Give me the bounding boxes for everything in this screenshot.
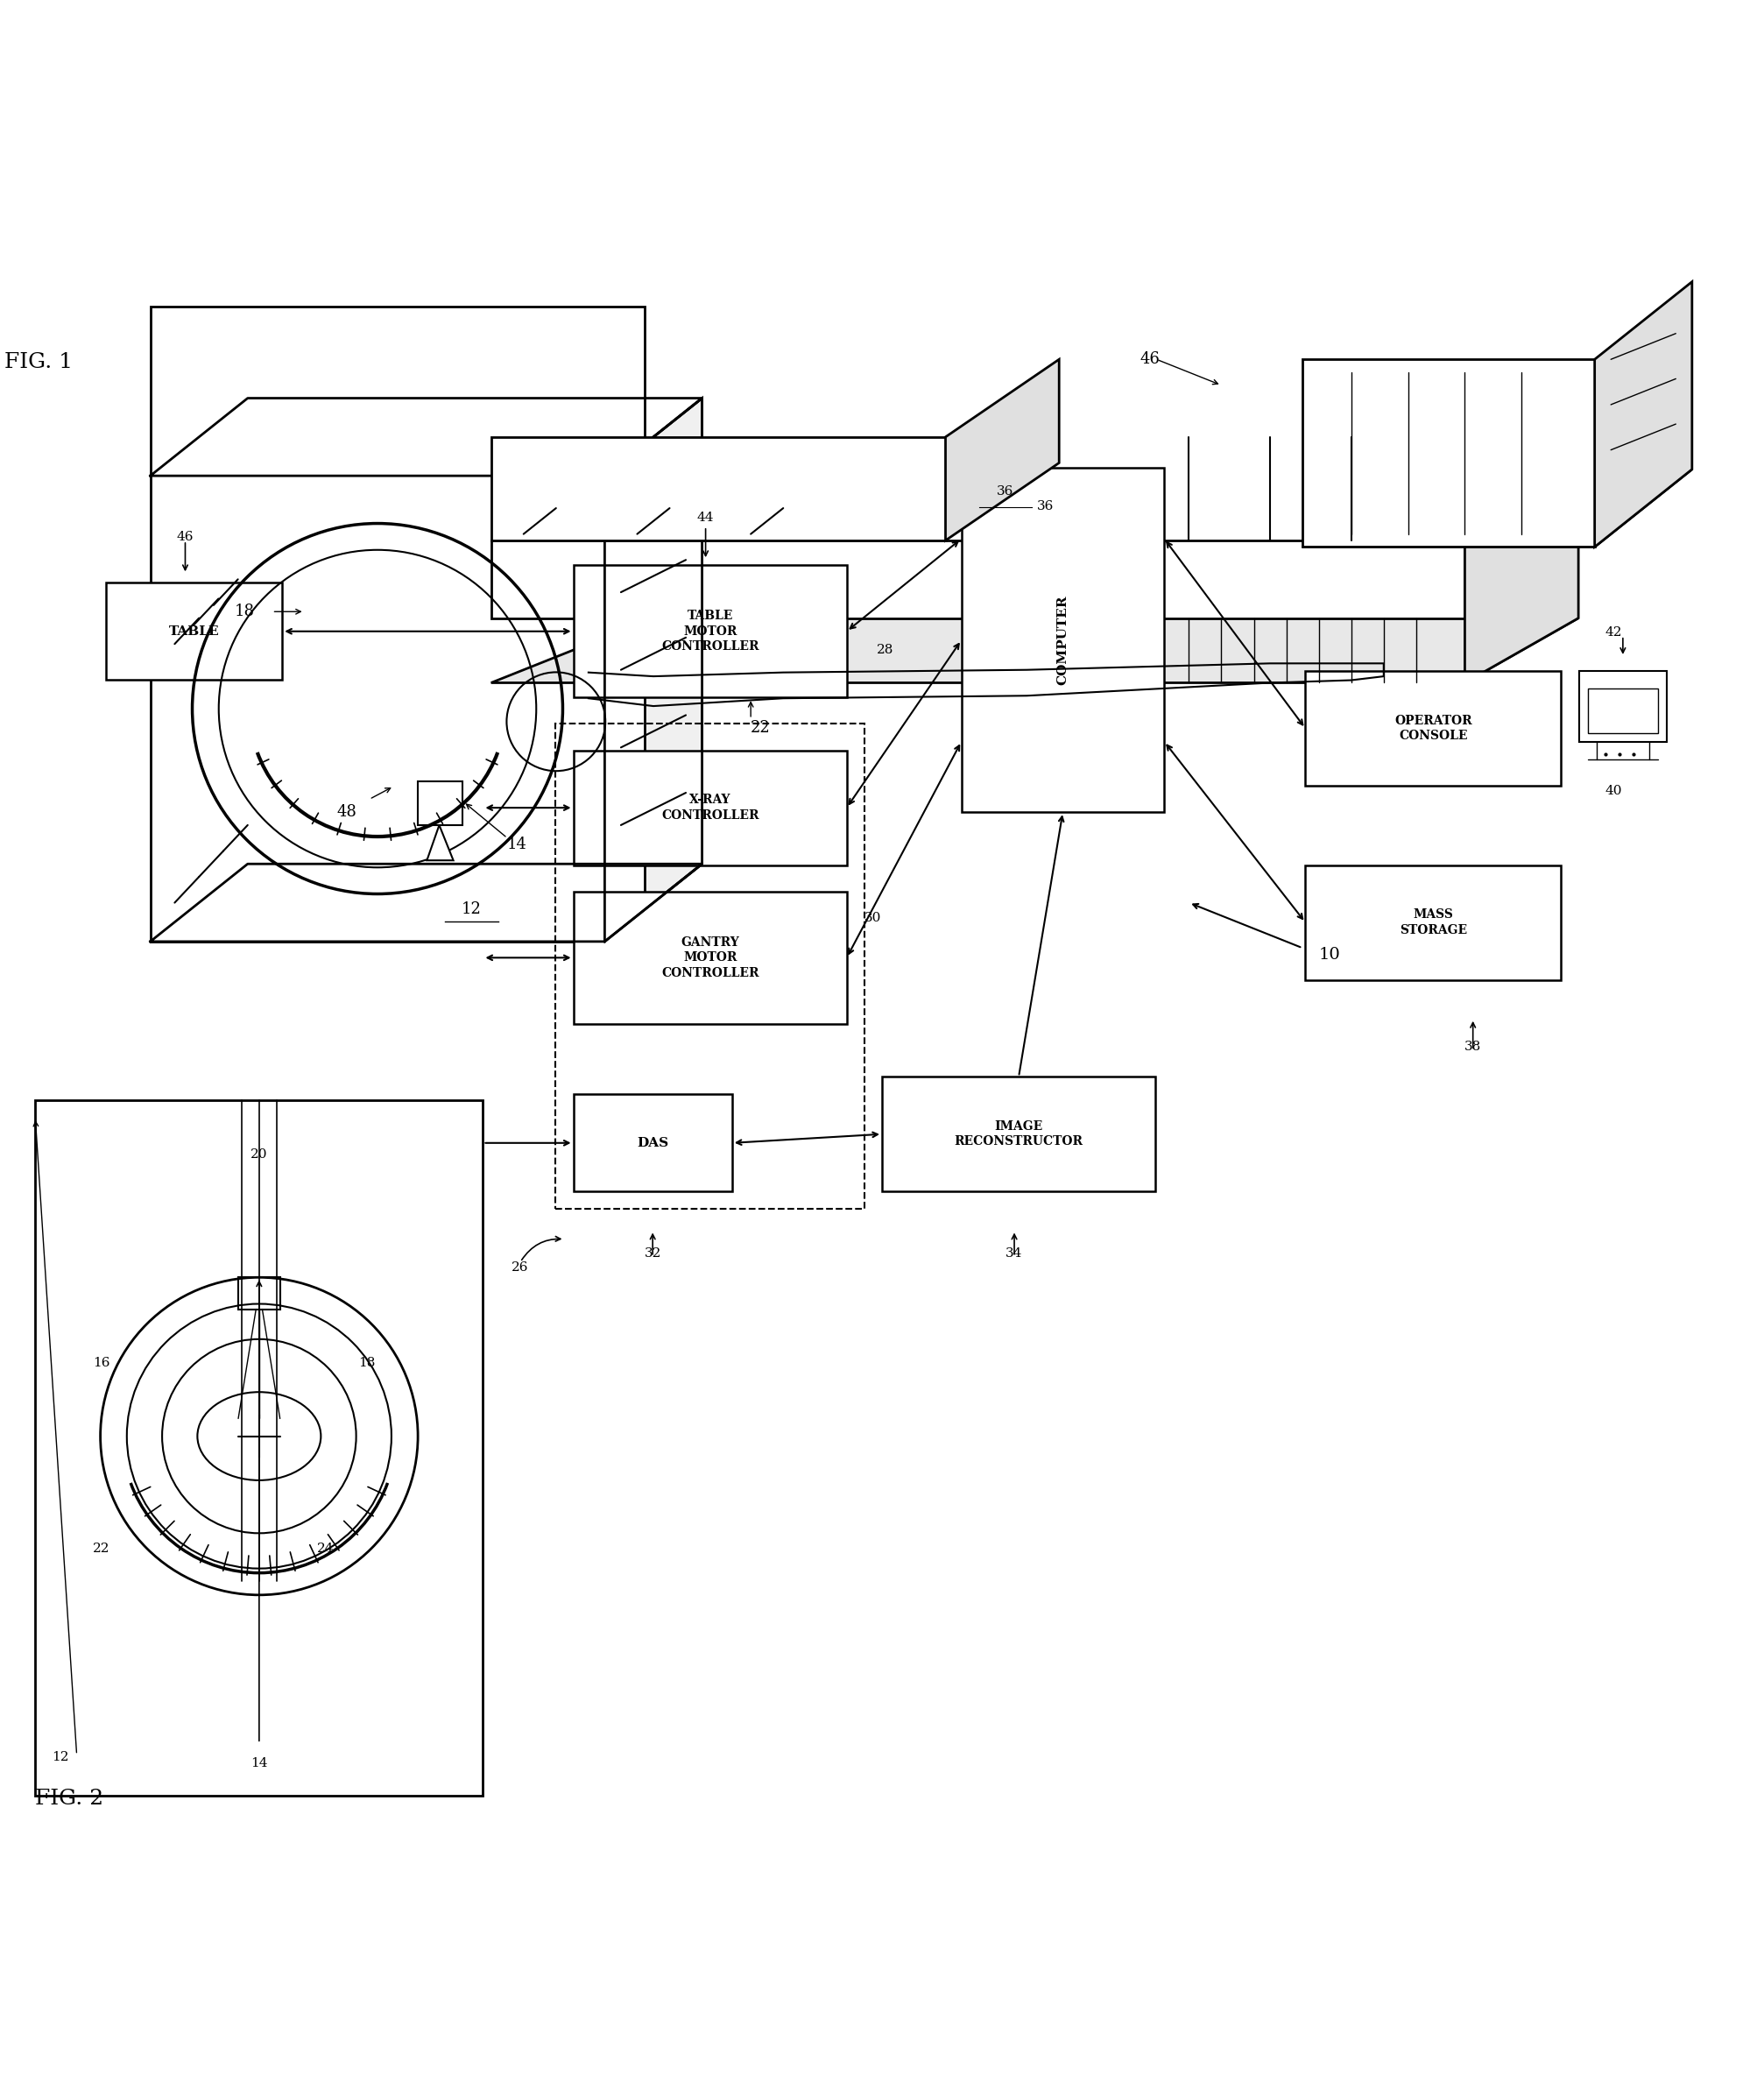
- Polygon shape: [1595, 281, 1692, 548]
- Polygon shape: [490, 437, 946, 539]
- Bar: [573, 564, 847, 698]
- Text: 10: 10: [1319, 946, 1341, 962]
- Text: 24: 24: [318, 1544, 333, 1554]
- Text: 12: 12: [51, 1752, 69, 1764]
- Text: 46: 46: [176, 531, 194, 544]
- Bar: [1305, 671, 1561, 785]
- Text: 30: 30: [864, 912, 882, 925]
- Text: 26: 26: [512, 1260, 529, 1273]
- Polygon shape: [490, 539, 1464, 619]
- Bar: [573, 750, 847, 864]
- Polygon shape: [1302, 360, 1595, 548]
- Polygon shape: [1302, 469, 1692, 548]
- Text: TABLE: TABLE: [169, 625, 219, 637]
- Bar: [961, 469, 1164, 812]
- Bar: [556, 725, 864, 1208]
- Bar: [238, 1277, 280, 1308]
- Bar: [150, 306, 644, 942]
- Text: 22: 22: [751, 721, 771, 735]
- Text: IMAGE
RECONSTRUCTOR: IMAGE RECONSTRUCTOR: [954, 1121, 1083, 1148]
- Text: 18: 18: [358, 1356, 376, 1369]
- Bar: [418, 781, 462, 825]
- Text: 38: 38: [1464, 1042, 1482, 1052]
- Bar: [882, 1077, 1155, 1191]
- Text: FIG. 2: FIG. 2: [35, 1789, 104, 1808]
- Text: 36: 36: [997, 485, 1014, 498]
- Polygon shape: [946, 360, 1058, 539]
- Polygon shape: [490, 619, 1579, 683]
- Text: 42: 42: [1605, 627, 1623, 637]
- Text: TABLE
MOTOR
CONTROLLER: TABLE MOTOR CONTROLLER: [662, 610, 759, 652]
- Bar: [573, 892, 847, 1025]
- Text: 18: 18: [235, 604, 254, 619]
- Text: 40: 40: [1605, 785, 1623, 798]
- Text: 14: 14: [250, 1756, 268, 1768]
- Text: FIG. 1: FIG. 1: [4, 352, 72, 373]
- Text: 36: 36: [1037, 500, 1053, 512]
- Text: 14: 14: [508, 837, 527, 852]
- Text: 44: 44: [697, 512, 714, 523]
- Polygon shape: [1464, 539, 1579, 683]
- Text: 22: 22: [93, 1544, 109, 1554]
- Text: GANTRY
MOTOR
CONTROLLER: GANTRY MOTOR CONTROLLER: [662, 937, 759, 979]
- Text: MASS
STORAGE: MASS STORAGE: [1399, 908, 1468, 935]
- Bar: [1588, 689, 1658, 733]
- Text: 28: 28: [877, 644, 894, 656]
- Text: COMPUTER: COMPUTER: [1057, 596, 1069, 685]
- Bar: [106, 583, 282, 679]
- Polygon shape: [605, 398, 702, 942]
- Text: 12: 12: [462, 902, 482, 917]
- Text: 46: 46: [1140, 352, 1161, 367]
- Bar: [35, 1100, 483, 1796]
- Text: 34: 34: [1005, 1248, 1023, 1260]
- Text: 16: 16: [93, 1356, 109, 1369]
- Polygon shape: [427, 825, 453, 860]
- Text: OPERATOR
CONSOLE: OPERATOR CONSOLE: [1394, 714, 1473, 742]
- Text: X-RAY
CONTROLLER: X-RAY CONTROLLER: [662, 794, 759, 821]
- Text: 20: 20: [250, 1148, 268, 1160]
- Bar: [573, 1094, 732, 1191]
- Text: 48: 48: [337, 804, 356, 821]
- Bar: [1305, 864, 1561, 979]
- Bar: [1579, 671, 1667, 742]
- Text: DAS: DAS: [637, 1137, 669, 1150]
- Text: 32: 32: [644, 1248, 662, 1260]
